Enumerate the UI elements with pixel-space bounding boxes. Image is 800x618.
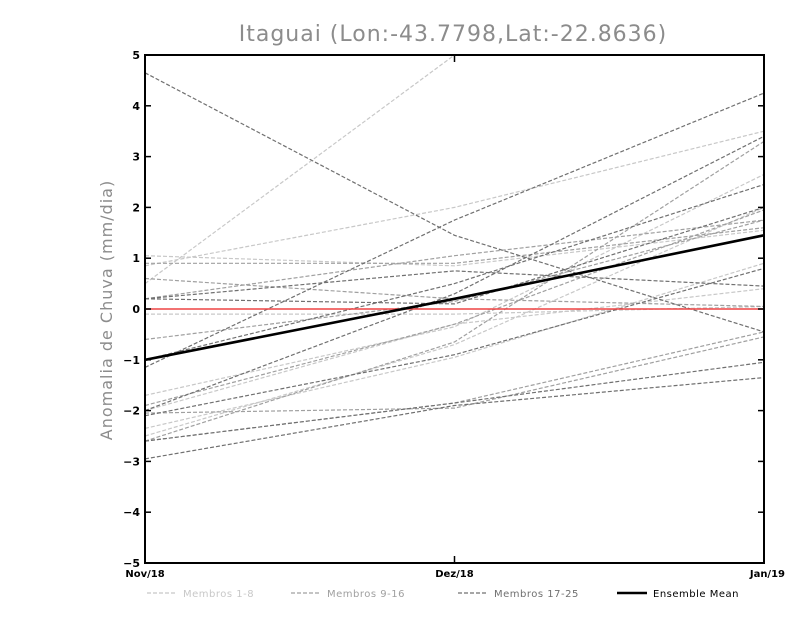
y-tick-label: 4 bbox=[132, 100, 140, 113]
member-line-15 bbox=[145, 219, 764, 300]
legend-label: Membros 9-16 bbox=[327, 589, 405, 600]
member-line-19 bbox=[145, 377, 764, 460]
legend-label: Membros 17-25 bbox=[494, 589, 579, 600]
member-line-5 bbox=[145, 305, 764, 315]
member-line-3 bbox=[145, 130, 764, 267]
y-tick-label: 0 bbox=[132, 303, 140, 316]
member-line-24 bbox=[145, 183, 764, 361]
legend-label: Ensemble Mean bbox=[653, 589, 739, 600]
legend-label: Membros 1-8 bbox=[183, 589, 254, 600]
ensemble-mean-layer bbox=[145, 234, 764, 362]
y-tick-label: 5 bbox=[132, 49, 140, 62]
x-tick-label: Dez/18 bbox=[435, 569, 474, 580]
y-axis-label: Anomalia de Chuva (mm/dia) bbox=[97, 180, 116, 440]
member-line-16 bbox=[145, 140, 764, 442]
member-line-2 bbox=[145, 229, 764, 267]
y-tick-label: 2 bbox=[132, 201, 140, 214]
member-line-4 bbox=[145, 173, 764, 396]
member-line-14 bbox=[145, 219, 764, 341]
y-tick-label: 1 bbox=[132, 252, 140, 265]
y-tick-label: −2 bbox=[123, 405, 140, 418]
series-layer bbox=[145, 55, 764, 460]
y-tick-label: −1 bbox=[123, 354, 140, 367]
member-line-17 bbox=[145, 72, 764, 333]
y-tick-label: −5 bbox=[123, 557, 140, 570]
y-tick-label: −4 bbox=[123, 506, 140, 519]
x-tick-label: Nov/18 bbox=[125, 569, 164, 580]
member-line-12 bbox=[145, 336, 764, 414]
member-line-18 bbox=[145, 92, 764, 368]
y-tick-label: 3 bbox=[132, 151, 140, 164]
member-line-10 bbox=[145, 277, 764, 308]
member-line-7 bbox=[145, 206, 764, 437]
member-line-20 bbox=[145, 361, 764, 442]
member-line-11 bbox=[145, 209, 764, 407]
x-tick-label: Jan/19 bbox=[749, 569, 785, 580]
member-line-23 bbox=[145, 206, 764, 305]
y-axis-ticks: 5 4 3 2 1 0 −1 −2 −3 −4 −5 bbox=[123, 49, 764, 570]
member-line-8 bbox=[145, 262, 764, 429]
legend: Membros 1-8 Membros 9-16 Membros 17-25 Ense… bbox=[147, 589, 739, 600]
chart-title: Itaguai (Lon:-43.7798,Lat:-22.8636) bbox=[239, 22, 668, 47]
member-line-1 bbox=[145, 55, 462, 285]
member-line-21 bbox=[145, 270, 764, 300]
x-axis-ticks: Nov/18 Dez/18 Jan/19 bbox=[125, 55, 785, 580]
member-line-25 bbox=[145, 267, 764, 417]
y-tick-label: −3 bbox=[123, 455, 140, 468]
ensemble-mean-line bbox=[145, 234, 764, 362]
member-line-22 bbox=[145, 135, 764, 412]
